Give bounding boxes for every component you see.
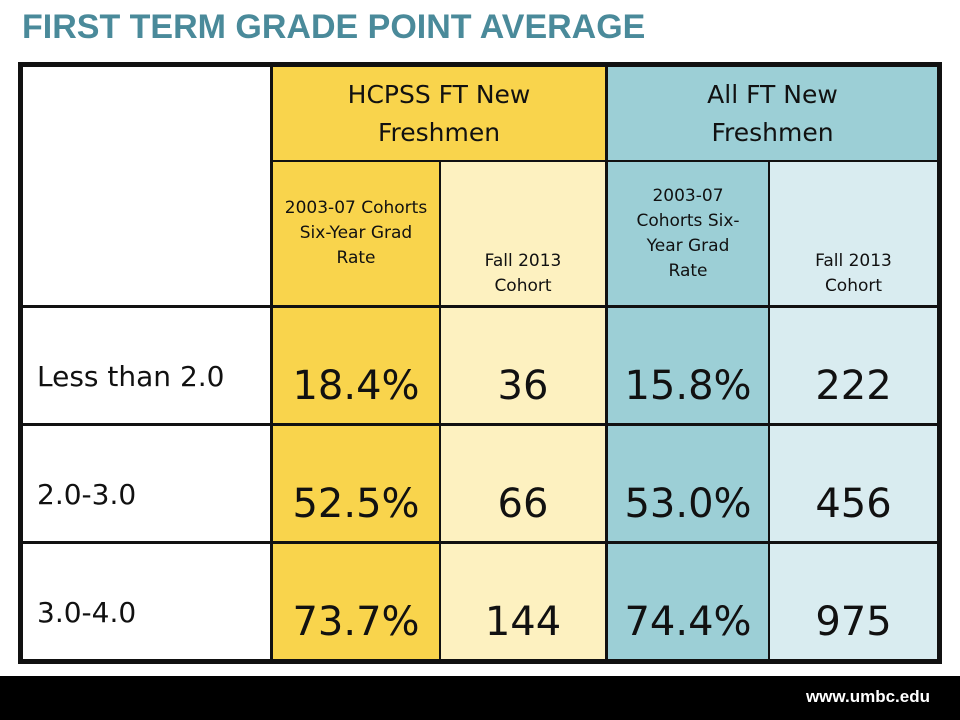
table-cell: 18.4% xyxy=(273,308,439,423)
row-label-2-to-3: 2.0-3.0 xyxy=(23,426,270,541)
grade-table: HCPSS FT New Freshmen All FT New Freshme… xyxy=(18,62,942,664)
table-cell: 66 xyxy=(441,426,605,541)
footer-bar: www.umbc.edu xyxy=(0,676,960,720)
table-cell: 975 xyxy=(770,544,937,659)
table-cell: 36 xyxy=(441,308,605,423)
subheader-all-grad-rate: 2003-07 Cohorts Six-Year Grad Rate xyxy=(608,162,768,305)
subheader-all-fall-2013: Fall 2013 Cohort xyxy=(770,162,937,305)
row-label-3-to-4: 3.0-4.0 xyxy=(23,544,270,659)
footer-url[interactable]: www.umbc.edu xyxy=(805,687,930,706)
table-corner xyxy=(23,67,270,305)
table-cell: 52.5% xyxy=(273,426,439,541)
subheader-hcpss-grad-rate: 2003-07 Cohorts Six-Year Grad Rate xyxy=(273,162,439,305)
table-cell: 144 xyxy=(441,544,605,659)
page-title: FIRST TERM GRADE POINT AVERAGE xyxy=(22,8,646,46)
table-cell: 456 xyxy=(770,426,937,541)
group-header-hcpss: HCPSS FT New Freshmen xyxy=(273,67,605,160)
group-header-all: All FT New Freshmen xyxy=(608,67,937,160)
table-cell: 74.4% xyxy=(608,544,768,659)
table-cell: 73.7% xyxy=(273,544,439,659)
table-cell: 53.0% xyxy=(608,426,768,541)
table-cell: 222 xyxy=(770,308,937,423)
subheader-hcpss-fall-2013: Fall 2013 Cohort xyxy=(441,162,605,305)
row-label-less-than-2: Less than 2.0 xyxy=(23,308,270,423)
table-cell: 15.8% xyxy=(608,308,768,423)
